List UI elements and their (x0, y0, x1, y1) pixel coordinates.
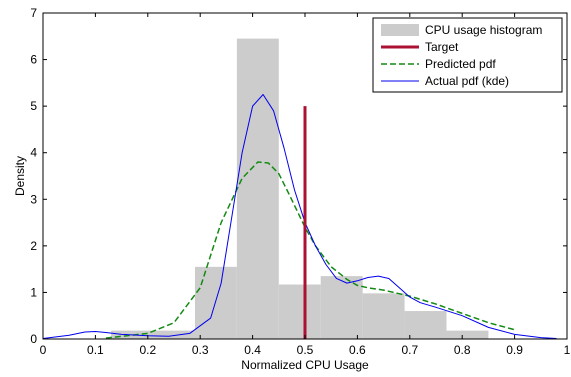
y-axis-label: Density (13, 156, 27, 196)
x-tick-label: 0.7 (401, 343, 418, 357)
legend: CPU usage histogram Target Predicted pdf… (372, 17, 563, 93)
legend-kde-label: Actual pdf (kde) (425, 74, 509, 88)
y-tick-label: 5 (30, 99, 37, 113)
x-axis-label: Normalized CPU Usage (241, 358, 369, 372)
y-tick-label: 0 (30, 332, 37, 346)
y-tick-label: 6 (30, 53, 37, 67)
histogram-bar (446, 330, 489, 339)
x-tick-label: 0.6 (349, 343, 366, 357)
x-tick-label: 0.3 (192, 343, 209, 357)
legend-target-label: Target (425, 40, 459, 54)
histogram-bar (404, 311, 447, 339)
y-axis-ticks: 0 1 2 3 4 5 6 7 (30, 6, 567, 346)
histogram-bars (111, 38, 489, 339)
y-tick-label: 7 (30, 6, 37, 20)
histogram-bar (236, 38, 279, 339)
legend-histogram-label: CPU usage histogram (425, 23, 542, 37)
y-tick-label: 1 (30, 285, 37, 299)
histogram-bar (194, 266, 237, 339)
histogram-bar (278, 284, 321, 339)
y-tick-label: 4 (30, 146, 37, 160)
x-tick-label: 1 (564, 343, 571, 357)
legend-predicted-label: Predicted pdf (425, 57, 496, 71)
kde-pdf-line (42, 94, 557, 340)
x-tick-label: 0 (40, 343, 47, 357)
y-tick-label: 3 (30, 192, 37, 206)
x-tick-label: 0.8 (454, 343, 471, 357)
x-tick-label: 0.5 (297, 343, 314, 357)
pdf-lines (42, 94, 557, 340)
x-tick-label: 0.2 (139, 343, 156, 357)
histogram-bar (320, 276, 363, 339)
legend-histogram-swatch (381, 24, 419, 36)
x-tick-label: 0.4 (244, 343, 261, 357)
x-tick-label: 0.1 (87, 343, 104, 357)
x-axis-ticks: 0 0.1 0.2 0.3 0.4 0.5 0.6 0.7 0.8 0.9 1 (40, 13, 571, 357)
x-tick-label: 0.9 (506, 343, 523, 357)
predicted-pdf-line (105, 161, 515, 339)
histogram-bar (153, 330, 195, 339)
histogram-bar (362, 293, 405, 339)
y-tick-label: 2 (30, 239, 37, 253)
